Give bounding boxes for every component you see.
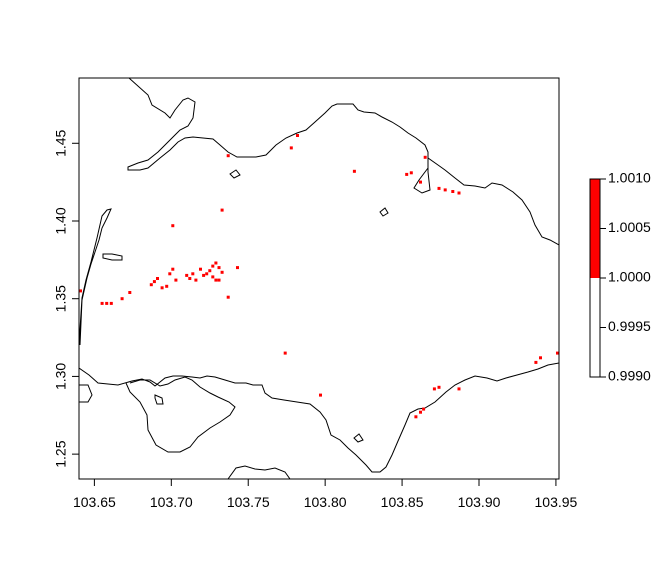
colorbar-segment (590, 278, 600, 377)
raster-cell (226, 295, 230, 299)
raster-cell (205, 272, 209, 276)
raster-cell (283, 351, 287, 355)
raster-cell (128, 291, 132, 294)
colorbar-tick-label: 0.9995 (608, 318, 651, 334)
raster-cell (191, 272, 195, 276)
coastline-south-edge (227, 465, 291, 479)
raster-cell (419, 180, 422, 184)
raster-cell (419, 410, 422, 414)
raster-cell (211, 275, 215, 279)
raster-cell (405, 172, 409, 176)
raster-cell (289, 146, 293, 150)
coastline-mainland-north (127, 78, 559, 246)
raster-cell (105, 301, 109, 305)
raster-cell (79, 289, 82, 293)
coastline-north-islet (229, 169, 241, 179)
raster-cell (160, 286, 164, 290)
raster-cell (414, 415, 418, 419)
raster-cell (409, 171, 413, 175)
coastline-small-south-islet (154, 394, 164, 405)
raster-cell (185, 273, 189, 277)
raster-cell (174, 278, 178, 282)
raster-cell (217, 278, 221, 282)
raster-cell (451, 190, 455, 193)
raster-cell (457, 191, 461, 195)
coastline-lines (79, 78, 559, 479)
x-tick-label: 103.65 (73, 494, 116, 510)
raster-cell (214, 278, 218, 282)
y-tick-label: 1.25 (53, 440, 69, 467)
colorbar-segment (590, 179, 600, 278)
raster-cell (296, 134, 299, 137)
x-tick-label: 103.80 (304, 494, 347, 510)
y-tick-label: 1.40 (53, 207, 69, 234)
raster-cell (171, 267, 175, 271)
raster-cell (199, 267, 202, 271)
coastline-southwest-island (79, 384, 93, 403)
raster-cell (457, 387, 461, 391)
raster-cell (100, 301, 104, 305)
raster-cell (437, 385, 441, 389)
y-tick-label: 1.35 (53, 285, 69, 312)
raster-cell (156, 277, 159, 280)
raster-cell (165, 284, 169, 288)
raster-cell (109, 301, 113, 305)
y-tick-label: 1.30 (53, 363, 69, 390)
raster-cells (79, 134, 559, 419)
colorbar-legend: 1.0010 1.0005 1.0000 0.9995 0.9990 (589, 170, 651, 384)
raster-cell (432, 387, 436, 391)
raster-cell (534, 360, 538, 364)
raster-cell (443, 188, 447, 192)
raster-cell (422, 407, 426, 411)
raster-cell (188, 277, 192, 280)
raster-cell (214, 261, 218, 265)
x-axis: 103.65 103.70 103.75 103.80 103.85 103.90 103.… (73, 478, 578, 510)
plot-frame (78, 77, 560, 480)
raster-cell (556, 351, 559, 355)
raster-cell (539, 356, 542, 360)
raster-cell (423, 155, 427, 159)
raster-cell (319, 393, 322, 397)
raster-cell (437, 186, 441, 190)
coastline-central-islet (379, 207, 389, 217)
x-tick-label: 103.75 (227, 494, 270, 510)
raster-cell (171, 224, 175, 228)
raster-cell (217, 266, 221, 270)
coastline-mainland-south (79, 362, 559, 473)
coastline-west-strip (102, 253, 123, 261)
coastline-south-island (125, 376, 236, 453)
x-tick-label: 103.85 (381, 494, 424, 510)
x-tick-label: 103.90 (458, 494, 501, 510)
y-tick-label: 1.45 (53, 129, 69, 156)
raster-cell (120, 297, 124, 301)
raster-cell (149, 283, 153, 287)
y-axis: 1.25 1.30 1.35 1.40 1.45 (53, 129, 80, 468)
raster-cell (208, 269, 212, 273)
coastline-mainland-west (79, 208, 112, 346)
raster-cell (152, 280, 156, 284)
colorbar-tick-label: 1.0010 (608, 170, 651, 186)
raster-cell (194, 278, 198, 282)
colorbar-tick-label: 0.9990 (608, 368, 651, 384)
colorbar-tick-label: 1.0005 (608, 219, 651, 235)
raster-cell (220, 208, 224, 212)
raster-cell (211, 264, 215, 268)
raster-cell (352, 169, 356, 173)
raster-cell (202, 273, 206, 277)
raster-cell (168, 272, 172, 276)
raster-cell (220, 270, 224, 274)
x-tick-label: 103.95 (535, 494, 578, 510)
coastline-south-islet (353, 433, 364, 443)
x-tick-label: 103.70 (150, 494, 193, 510)
colorbar-tick-label: 1.0000 (608, 269, 651, 285)
raster-cell (236, 266, 239, 270)
raster-cell (226, 154, 230, 158)
